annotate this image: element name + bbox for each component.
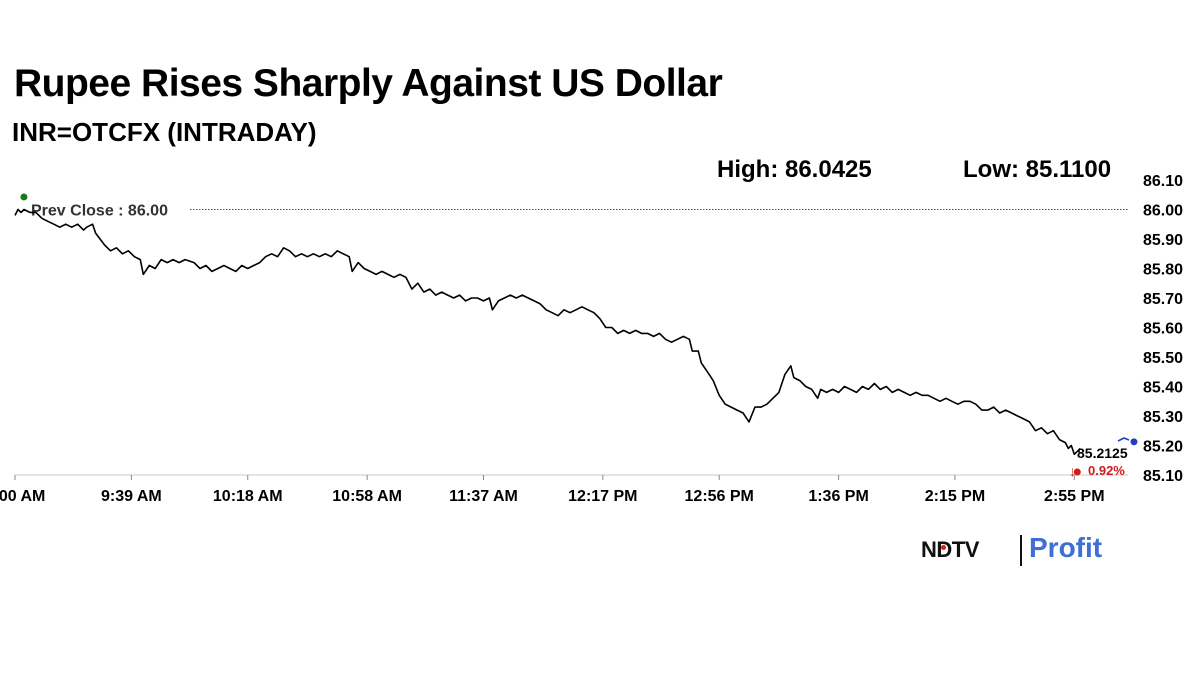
last-price-annotation: 85.2125↓ 0.92%	[1069, 437, 1130, 479]
high-value: High: 86.0425	[717, 156, 872, 183]
y-tick-label: 85.50	[1143, 350, 1183, 367]
y-tick-label: 85.20	[1143, 439, 1183, 456]
high-marker	[20, 193, 28, 201]
last-tail-line	[1117, 437, 1130, 442]
prev-close-reference: Prev Close : 86.00	[31, 203, 1128, 220]
y-tick-label: 86.00	[1143, 203, 1183, 220]
x-tick-label: 1:36 PM	[808, 488, 868, 505]
last-price-label: 85.2125	[1077, 445, 1128, 461]
y-tick-label: 85.30	[1143, 409, 1183, 426]
y-tick-label: 85.70	[1143, 291, 1183, 308]
x-tick-label: 2:15 PM	[925, 488, 985, 505]
y-tick-label: 85.10	[1143, 468, 1183, 485]
x-tick-label: 11:37 AM	[449, 488, 518, 505]
logo-divider	[1020, 535, 1022, 566]
y-axis-ticks: 86.10 86.00 85.90 85.80 85.70 85.60 85.50 85.40…	[1143, 173, 1183, 485]
low-value: Low: 85.1100	[963, 156, 1112, 183]
low-marker	[1073, 468, 1081, 476]
x-tick-label: 12:56 PM	[685, 488, 754, 505]
change-percent-label: 0.92%	[1088, 463, 1125, 478]
y-tick-label: 86.10	[1143, 173, 1183, 190]
chart-subtitle: INR=OTCFX (INTRADAY)	[12, 117, 317, 147]
x-tick-label: 2:55 PM	[1044, 488, 1104, 505]
logo-dot-icon	[941, 545, 946, 550]
y-tick-label: 85.60	[1143, 321, 1183, 338]
down-arrow-icon: ↓	[1069, 463, 1076, 479]
x-tick-label: 10:58 AM	[332, 488, 402, 505]
marker-group	[20, 193, 1138, 476]
y-tick-label: 85.80	[1143, 262, 1183, 279]
y-tick-label: 85.40	[1143, 380, 1183, 397]
last-marker	[1130, 438, 1138, 446]
prev-close-label: Prev Close : 86.00	[31, 203, 168, 220]
series-group	[14, 208, 1081, 456]
x-tick-label: 10:18 AM	[213, 488, 283, 505]
chart-title: Rupee Rises Sharply Against US Dollar	[14, 62, 723, 105]
y-tick-label: 85.90	[1143, 232, 1183, 249]
x-tick-label: 12:17 PM	[568, 488, 637, 505]
logo-profit: Profit	[1029, 532, 1103, 563]
price-series-line	[14, 208, 1081, 456]
x-tick-label: 9:39 AM	[101, 488, 162, 505]
x-axis-ticks: 9:00 AM 9:39 AM 10:18 AM 10:58 AM 11:37 AM 12…	[0, 474, 1128, 505]
logo-ndtv: NDTV	[921, 537, 979, 562]
x-tick-label: 9:00 AM	[0, 488, 45, 505]
